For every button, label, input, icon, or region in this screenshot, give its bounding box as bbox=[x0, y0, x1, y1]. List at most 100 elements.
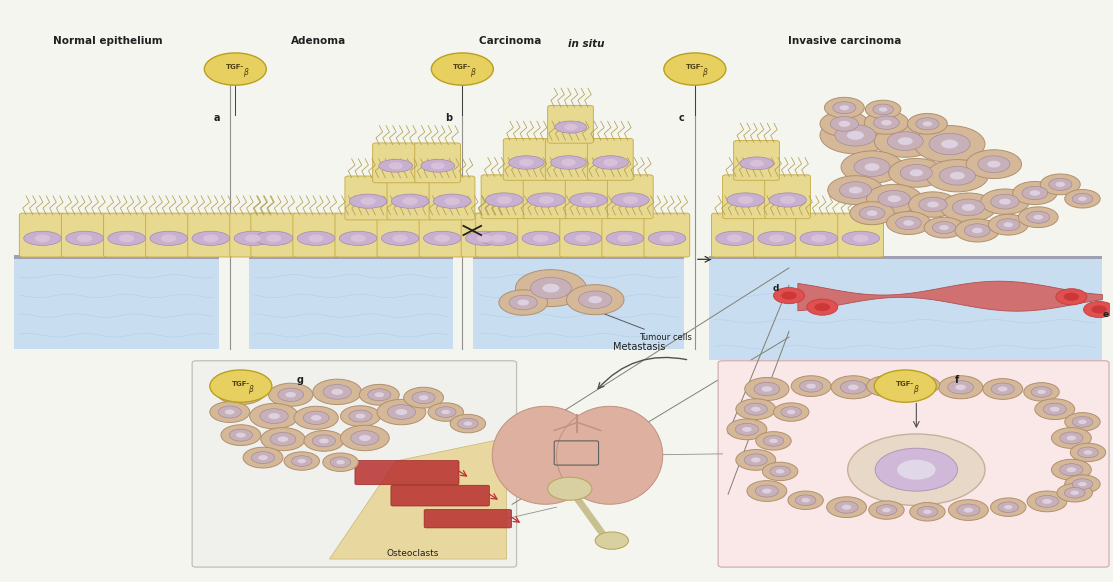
Circle shape bbox=[464, 421, 472, 426]
Circle shape bbox=[919, 197, 947, 212]
Circle shape bbox=[926, 159, 988, 192]
Circle shape bbox=[210, 370, 272, 402]
Circle shape bbox=[1033, 215, 1043, 220]
Circle shape bbox=[727, 235, 742, 242]
Circle shape bbox=[297, 459, 306, 463]
Bar bbox=[248, 260, 453, 349]
Circle shape bbox=[277, 436, 288, 442]
Circle shape bbox=[220, 425, 260, 445]
Circle shape bbox=[252, 452, 275, 464]
Circle shape bbox=[869, 501, 904, 519]
Circle shape bbox=[751, 407, 760, 411]
Circle shape bbox=[998, 386, 1007, 392]
FancyBboxPatch shape bbox=[560, 213, 605, 257]
FancyBboxPatch shape bbox=[250, 213, 296, 257]
Ellipse shape bbox=[423, 231, 461, 246]
FancyBboxPatch shape bbox=[345, 176, 391, 220]
Circle shape bbox=[756, 432, 791, 450]
Circle shape bbox=[579, 291, 612, 308]
Circle shape bbox=[245, 235, 260, 242]
Bar bbox=[709, 257, 1102, 360]
FancyBboxPatch shape bbox=[838, 213, 884, 257]
Circle shape bbox=[278, 388, 304, 402]
Circle shape bbox=[564, 123, 578, 130]
Circle shape bbox=[1057, 484, 1093, 502]
Circle shape bbox=[284, 452, 319, 470]
Circle shape bbox=[820, 111, 869, 137]
Circle shape bbox=[854, 235, 868, 242]
Circle shape bbox=[848, 434, 985, 505]
Circle shape bbox=[833, 102, 856, 113]
Circle shape bbox=[992, 383, 1014, 395]
FancyBboxPatch shape bbox=[608, 175, 653, 219]
Circle shape bbox=[962, 204, 975, 211]
FancyBboxPatch shape bbox=[518, 213, 563, 257]
Circle shape bbox=[1018, 207, 1058, 228]
Text: Adenoma: Adenoma bbox=[290, 36, 346, 46]
Circle shape bbox=[799, 380, 823, 392]
Circle shape bbox=[218, 406, 242, 418]
Circle shape bbox=[848, 385, 858, 390]
Circle shape bbox=[236, 432, 246, 438]
Circle shape bbox=[412, 392, 435, 404]
FancyBboxPatch shape bbox=[503, 139, 549, 180]
Circle shape bbox=[787, 410, 796, 414]
Circle shape bbox=[909, 169, 923, 176]
Ellipse shape bbox=[551, 156, 587, 169]
Circle shape bbox=[912, 379, 933, 391]
Circle shape bbox=[603, 159, 618, 166]
Circle shape bbox=[210, 402, 249, 423]
Circle shape bbox=[875, 370, 936, 402]
Text: Carcinoma: Carcinoma bbox=[480, 36, 545, 46]
Circle shape bbox=[432, 53, 493, 85]
Circle shape bbox=[875, 380, 898, 392]
Circle shape bbox=[867, 184, 922, 213]
Circle shape bbox=[35, 235, 50, 242]
Circle shape bbox=[738, 196, 754, 204]
Circle shape bbox=[491, 235, 506, 242]
Circle shape bbox=[897, 460, 936, 480]
Circle shape bbox=[801, 498, 810, 502]
Circle shape bbox=[119, 235, 135, 242]
Circle shape bbox=[1078, 197, 1086, 201]
FancyBboxPatch shape bbox=[722, 175, 768, 219]
Text: Osteoclasts: Osteoclasts bbox=[386, 549, 439, 558]
Circle shape bbox=[841, 151, 903, 183]
Text: g: g bbox=[296, 375, 303, 385]
Ellipse shape bbox=[727, 193, 765, 207]
Text: TGF-: TGF- bbox=[232, 381, 250, 388]
Circle shape bbox=[393, 235, 407, 242]
Ellipse shape bbox=[66, 231, 104, 246]
Circle shape bbox=[1026, 211, 1050, 223]
Circle shape bbox=[243, 447, 283, 468]
Circle shape bbox=[820, 117, 890, 154]
FancyBboxPatch shape bbox=[718, 361, 1109, 567]
Ellipse shape bbox=[392, 194, 429, 208]
Circle shape bbox=[1078, 420, 1086, 424]
Circle shape bbox=[268, 413, 280, 419]
Text: β: β bbox=[248, 385, 254, 394]
Circle shape bbox=[929, 133, 971, 155]
Circle shape bbox=[886, 211, 930, 235]
Ellipse shape bbox=[607, 231, 643, 246]
Circle shape bbox=[1024, 382, 1060, 401]
Circle shape bbox=[881, 384, 892, 389]
Circle shape bbox=[750, 159, 764, 167]
FancyBboxPatch shape bbox=[523, 175, 569, 219]
Bar bbox=[13, 255, 219, 260]
FancyBboxPatch shape bbox=[765, 175, 810, 219]
FancyBboxPatch shape bbox=[424, 509, 512, 528]
FancyBboxPatch shape bbox=[19, 213, 66, 257]
Ellipse shape bbox=[769, 193, 807, 207]
Ellipse shape bbox=[843, 231, 879, 246]
Circle shape bbox=[981, 189, 1030, 214]
Bar bbox=[709, 256, 1102, 260]
Circle shape bbox=[806, 384, 816, 389]
Circle shape bbox=[900, 165, 933, 181]
Circle shape bbox=[659, 235, 674, 242]
Circle shape bbox=[904, 220, 914, 226]
FancyBboxPatch shape bbox=[430, 176, 475, 220]
Ellipse shape bbox=[800, 231, 837, 246]
Circle shape bbox=[388, 162, 403, 169]
Circle shape bbox=[840, 381, 866, 394]
